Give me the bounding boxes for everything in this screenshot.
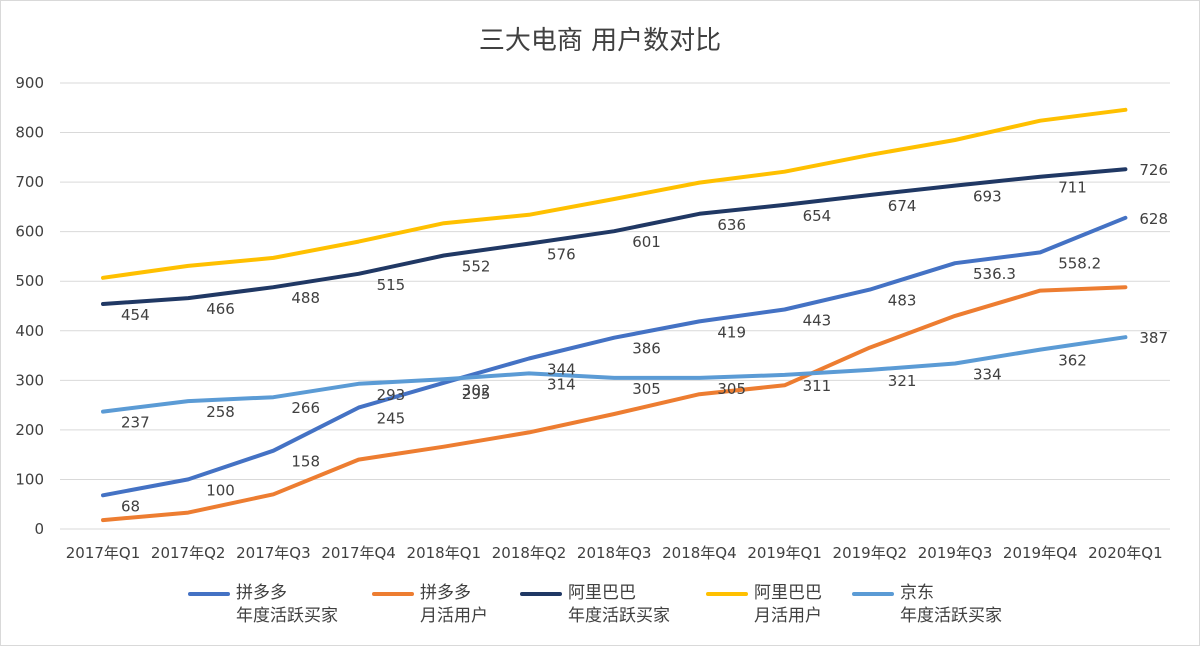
series-line-5 — [101, 335, 1128, 414]
y-tick-label: 0 — [34, 520, 44, 538]
data-label: 334 — [973, 365, 1002, 383]
data-label: 654 — [803, 207, 832, 225]
series-line-1 — [101, 215, 1128, 498]
x-tick-label: 2019年Q2 — [833, 544, 908, 562]
data-label: 245 — [377, 410, 406, 428]
legend-swatch — [706, 592, 748, 596]
x-tick-label: 2018年Q4 — [662, 544, 737, 562]
x-tick-label: 2019年Q4 — [1003, 544, 1078, 562]
legend-label-line: 拼多多 — [236, 583, 287, 603]
y-axis-ticks: 0 100 200 300 400 500 600 700 800 900 — [15, 74, 44, 538]
data-label: 158 — [291, 453, 320, 471]
data-label: 552 — [462, 257, 491, 275]
data-label: 576 — [547, 246, 576, 264]
data-label: 558.2 — [1058, 254, 1101, 272]
series-line-3 — [101, 167, 1128, 306]
legend-label: 拼多多 月活用户 — [420, 582, 488, 628]
series-line-4 — [101, 107, 1128, 280]
y-tick-label: 500 — [15, 272, 44, 290]
legend-label: 拼多多 年度活跃买家 — [236, 582, 338, 628]
data-label: 628 — [1139, 210, 1168, 228]
data-label: 293 — [377, 386, 406, 404]
x-tick-label: 2017年Q4 — [321, 544, 396, 562]
legend-label-line: 阿里巴巴 — [568, 583, 636, 603]
y-tick-label: 200 — [15, 421, 44, 439]
data-label: 536.3 — [973, 265, 1016, 283]
data-label: 344 — [547, 361, 576, 379]
data-label: 674 — [888, 197, 917, 215]
data-label: 601 — [632, 233, 661, 251]
data-label: 321 — [888, 372, 917, 390]
data-label: 266 — [291, 399, 320, 417]
legend-label-line: 年度活跃买家 — [236, 606, 338, 626]
legend: 拼多多 年度活跃买家 拼多多 月活用户 阿里巴巴 年度活跃买家 阿里巴巴 月活用户 京东 年度活跃… — [0, 582, 1200, 638]
data-label: 295 — [462, 385, 491, 403]
legend-label-line: 京东 — [900, 583, 934, 603]
y-tick-label: 400 — [15, 322, 44, 340]
data-label: 302 — [462, 381, 491, 399]
legend-swatch — [372, 592, 414, 596]
legend-label-line: 年度活跃买家 — [900, 606, 1002, 626]
data-label: 693 — [973, 188, 1002, 206]
data-label: 454 — [121, 306, 150, 324]
x-tick-label: 2018年Q2 — [492, 544, 567, 562]
data-label: 488 — [291, 289, 320, 307]
legend-swatch — [188, 592, 230, 596]
data-label: 711 — [1058, 179, 1087, 197]
x-tick-label: 2019年Q1 — [747, 544, 822, 562]
series-lines — [101, 107, 1128, 523]
legend-label: 阿里巴巴 月活用户 — [754, 582, 822, 628]
legend-label: 京东 年度活跃买家 — [900, 582, 1002, 628]
data-label: 100 — [206, 481, 235, 499]
legend-label-line: 月活用户 — [420, 606, 488, 626]
legend-label-line: 年度活跃买家 — [568, 606, 670, 626]
y-tick-label: 100 — [15, 470, 44, 488]
data-label: 311 — [803, 377, 832, 395]
legend-swatch — [520, 592, 562, 596]
x-tick-label: 2017年Q3 — [236, 544, 311, 562]
data-label: 443 — [803, 311, 832, 329]
data-labels: 68 100 158 245 295 344 386 419 443 483 536.3 558.2 6… — [121, 161, 1168, 515]
y-tick-label: 600 — [15, 223, 44, 241]
data-label: 362 — [1058, 352, 1087, 370]
y-tick-label: 300 — [15, 371, 44, 389]
data-label: 68 — [121, 497, 140, 515]
data-label: 314 — [547, 375, 576, 393]
y-tick-label: 900 — [15, 74, 44, 92]
x-tick-label: 2019年Q3 — [918, 544, 993, 562]
x-tick-label: 2017年Q1 — [66, 544, 141, 562]
x-tick-label: 2018年Q1 — [407, 544, 482, 562]
legend-swatch — [852, 592, 894, 596]
chart-title: 三大电商 用户数对比 — [478, 26, 722, 56]
data-label: 466 — [206, 300, 235, 318]
data-label: 386 — [632, 340, 661, 358]
data-label: 237 — [121, 414, 150, 432]
x-tick-label: 2017年Q2 — [151, 544, 226, 562]
x-axis-ticks: 2017年Q1 2017年Q2 2017年Q3 2017年Q4 2018年Q1 2018年… — [66, 544, 1163, 562]
series-line-2 — [101, 285, 1128, 523]
data-label: 515 — [377, 276, 406, 294]
data-label: 419 — [717, 323, 746, 341]
data-label: 636 — [717, 216, 746, 234]
y-tick-label: 700 — [15, 173, 44, 191]
data-label: 305 — [632, 380, 661, 398]
legend-label-line: 月活用户 — [754, 606, 822, 626]
x-tick-label: 2018年Q3 — [577, 544, 652, 562]
legend-label-line: 阿里巴巴 — [754, 583, 822, 603]
y-tick-label: 800 — [15, 124, 44, 142]
legend-label-line: 拼多多 — [420, 583, 471, 603]
data-label: 305 — [717, 380, 746, 398]
data-label: 726 — [1139, 161, 1168, 179]
legend-label: 阿里巴巴年度活跃买家 — [568, 582, 670, 628]
x-tick-label: 2020年Q1 — [1088, 544, 1163, 562]
data-label: 258 — [206, 403, 235, 421]
data-label: 483 — [888, 292, 917, 310]
data-label: 387 — [1139, 329, 1168, 347]
